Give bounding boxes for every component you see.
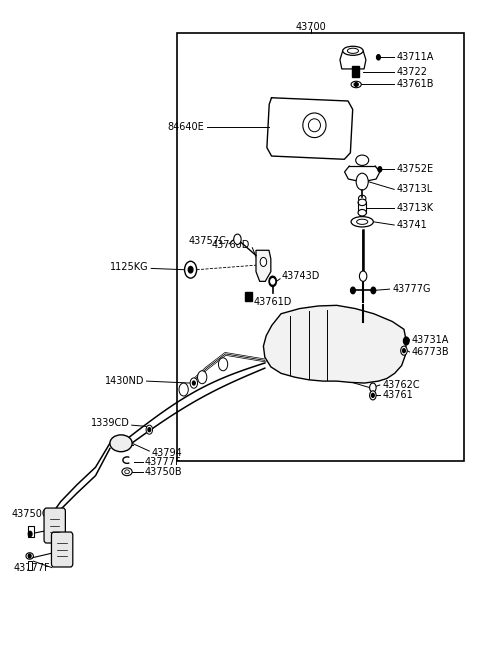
Circle shape	[378, 167, 382, 172]
Circle shape	[192, 381, 195, 385]
Circle shape	[179, 383, 188, 396]
Text: 43743D: 43743D	[282, 271, 320, 281]
Circle shape	[372, 394, 374, 398]
Polygon shape	[256, 251, 271, 281]
Circle shape	[370, 391, 376, 400]
Circle shape	[371, 287, 376, 294]
Ellipse shape	[309, 119, 321, 132]
Circle shape	[218, 358, 228, 371]
Circle shape	[403, 349, 405, 353]
Text: 43731A: 43731A	[412, 335, 449, 344]
Circle shape	[148, 428, 151, 432]
Text: 43757C: 43757C	[189, 236, 226, 245]
Ellipse shape	[348, 48, 359, 53]
Circle shape	[271, 279, 275, 284]
Circle shape	[269, 276, 276, 287]
Text: 43777F: 43777F	[13, 563, 50, 573]
Text: 1430ND: 1430ND	[105, 376, 144, 386]
Ellipse shape	[358, 209, 366, 216]
Ellipse shape	[110, 435, 132, 452]
Circle shape	[234, 234, 241, 245]
Text: 43713L: 43713L	[397, 184, 433, 194]
Ellipse shape	[357, 219, 368, 224]
Ellipse shape	[122, 468, 132, 476]
Ellipse shape	[26, 553, 34, 559]
Text: 43760D: 43760D	[211, 240, 250, 250]
Bar	[245, 293, 252, 302]
Text: 43752E: 43752E	[397, 164, 434, 174]
Ellipse shape	[358, 199, 366, 205]
Ellipse shape	[356, 155, 369, 165]
Text: 1125KG: 1125KG	[110, 262, 149, 272]
Text: 43794: 43794	[151, 448, 182, 458]
Ellipse shape	[343, 47, 363, 55]
Ellipse shape	[351, 216, 373, 227]
Circle shape	[198, 371, 207, 384]
Bar	[28, 526, 34, 537]
Ellipse shape	[303, 113, 326, 138]
Text: 43713K: 43713K	[397, 203, 434, 213]
Text: 43700: 43700	[296, 22, 326, 32]
Bar	[28, 561, 32, 570]
Circle shape	[404, 337, 409, 345]
Circle shape	[401, 346, 407, 355]
Text: 43761B: 43761B	[397, 79, 434, 89]
Ellipse shape	[354, 83, 359, 86]
Circle shape	[185, 261, 197, 278]
Circle shape	[370, 383, 376, 392]
Circle shape	[190, 378, 198, 388]
Ellipse shape	[351, 81, 361, 88]
FancyBboxPatch shape	[44, 508, 65, 543]
Circle shape	[355, 83, 358, 87]
Text: 1339CD: 1339CD	[91, 418, 130, 428]
Circle shape	[377, 54, 380, 60]
Text: 43761: 43761	[382, 390, 413, 400]
Text: 84640E: 84640E	[168, 122, 204, 133]
Ellipse shape	[359, 195, 366, 201]
Circle shape	[28, 531, 32, 537]
Bar	[352, 66, 360, 77]
Ellipse shape	[260, 257, 267, 266]
Text: 43777F: 43777F	[144, 457, 181, 467]
Text: 43722: 43722	[397, 66, 428, 77]
Text: 43777G: 43777G	[392, 284, 431, 294]
Text: 43762C: 43762C	[382, 380, 420, 390]
Circle shape	[188, 266, 193, 273]
Text: 43761D: 43761D	[253, 297, 291, 307]
Text: 46773B: 46773B	[412, 347, 449, 357]
Circle shape	[350, 287, 355, 294]
Polygon shape	[264, 305, 406, 383]
Circle shape	[146, 425, 153, 434]
Text: 43750G: 43750G	[12, 509, 50, 519]
Circle shape	[356, 173, 368, 190]
Circle shape	[28, 554, 31, 558]
Text: 43711A: 43711A	[397, 52, 434, 62]
Bar	[177, 33, 464, 461]
Ellipse shape	[125, 470, 130, 474]
Circle shape	[360, 271, 367, 281]
Text: 43741: 43741	[397, 220, 428, 230]
FancyBboxPatch shape	[51, 532, 73, 567]
Text: 43750B: 43750B	[144, 468, 182, 478]
